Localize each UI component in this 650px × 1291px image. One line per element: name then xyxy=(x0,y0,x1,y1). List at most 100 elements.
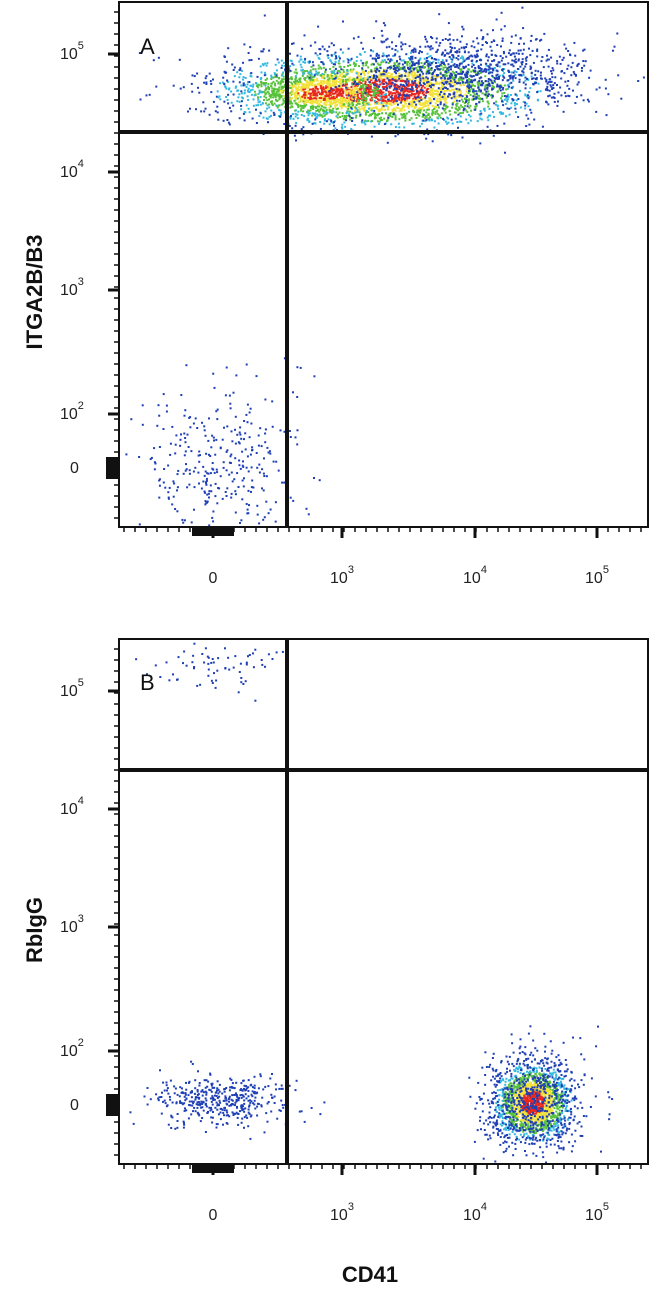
event-dot xyxy=(438,100,441,103)
event-dot xyxy=(436,48,439,51)
event-dot xyxy=(411,75,414,78)
event-dot xyxy=(334,92,337,95)
event-dot xyxy=(261,50,264,53)
event-dot xyxy=(269,100,272,103)
event-dot xyxy=(315,109,318,112)
event-dot xyxy=(522,71,525,74)
event-dot xyxy=(320,101,323,104)
event-dot xyxy=(390,66,393,69)
event-dot xyxy=(223,426,225,429)
event-dot xyxy=(279,114,282,117)
event-dot xyxy=(279,109,282,112)
event-dot xyxy=(343,80,346,83)
event-dot xyxy=(456,95,459,98)
event-dot xyxy=(321,72,324,75)
event-dot xyxy=(477,66,480,69)
event-dot xyxy=(260,71,263,74)
event-dot xyxy=(377,63,380,66)
event-dot xyxy=(317,82,320,85)
event-dot xyxy=(428,97,431,100)
event-dot xyxy=(224,394,227,397)
event-dot xyxy=(514,107,517,110)
event-dot xyxy=(321,84,324,87)
event-dot xyxy=(375,54,378,57)
event-dot xyxy=(452,92,455,95)
event-dot xyxy=(481,70,484,73)
event-dot xyxy=(366,78,369,81)
event-dot xyxy=(202,480,205,483)
event-dot xyxy=(438,13,441,16)
event-dot xyxy=(403,61,406,64)
event-dot xyxy=(334,72,337,75)
event-dot xyxy=(577,81,580,84)
event-dot xyxy=(256,466,259,469)
event-dot xyxy=(274,94,277,97)
event-dot xyxy=(394,118,397,121)
event-dot xyxy=(347,106,350,109)
event-dot xyxy=(300,82,303,85)
event-dot xyxy=(246,403,249,406)
event-dot xyxy=(394,75,397,78)
event-dot xyxy=(212,436,215,439)
event-dot xyxy=(367,84,370,86)
event-dot xyxy=(273,114,276,116)
event-dot xyxy=(382,79,385,82)
event-dot xyxy=(417,62,420,65)
event-dot xyxy=(249,46,252,49)
event-dot xyxy=(231,440,234,443)
event-dot xyxy=(501,95,504,98)
event-dot xyxy=(420,62,423,64)
event-dot xyxy=(345,73,348,76)
event-dot xyxy=(234,511,237,514)
event-dot xyxy=(328,45,331,48)
event-dot xyxy=(204,503,207,506)
event-dot xyxy=(479,90,482,93)
event-dot xyxy=(247,87,250,90)
event-dot xyxy=(158,446,161,448)
event-dot xyxy=(444,49,447,52)
event-dot xyxy=(491,60,494,63)
event-dot xyxy=(257,98,260,101)
event-dot xyxy=(273,90,275,92)
event-dot xyxy=(418,91,421,94)
event-dot xyxy=(306,95,308,98)
event-dot xyxy=(372,37,375,40)
event-dot xyxy=(423,57,426,60)
event-dot xyxy=(466,76,469,78)
event-dot xyxy=(202,101,205,104)
event-dot xyxy=(216,502,219,505)
event-dot xyxy=(464,58,467,61)
event-dot xyxy=(334,85,337,87)
event-dot xyxy=(529,65,532,68)
event-dot xyxy=(239,433,242,436)
event-dot xyxy=(293,80,296,83)
event-dot xyxy=(296,88,299,90)
event-dot xyxy=(239,522,241,524)
event-dot xyxy=(224,491,227,493)
event-dot xyxy=(446,80,449,83)
event-dot xyxy=(438,114,441,117)
event-dot xyxy=(428,84,431,87)
event-dot xyxy=(525,114,528,117)
event-dot xyxy=(545,79,548,81)
event-dot xyxy=(476,81,479,83)
event-dot xyxy=(141,423,144,426)
event-dot xyxy=(409,100,412,103)
event-dot xyxy=(158,484,161,487)
event-dot xyxy=(364,69,367,72)
event-dot xyxy=(291,97,294,100)
event-dot xyxy=(350,57,353,60)
event-dot xyxy=(308,76,311,79)
event-dot xyxy=(434,110,437,113)
event-dot xyxy=(246,512,249,515)
event-dot xyxy=(273,102,276,105)
event-dot xyxy=(419,68,422,71)
event-dot xyxy=(293,93,296,95)
event-dot xyxy=(369,103,372,106)
event-dot xyxy=(346,69,349,72)
event-dot xyxy=(322,86,325,89)
event-dot xyxy=(448,56,451,58)
event-dot xyxy=(495,64,498,67)
event-dot xyxy=(470,45,473,48)
event-dot xyxy=(359,86,362,89)
